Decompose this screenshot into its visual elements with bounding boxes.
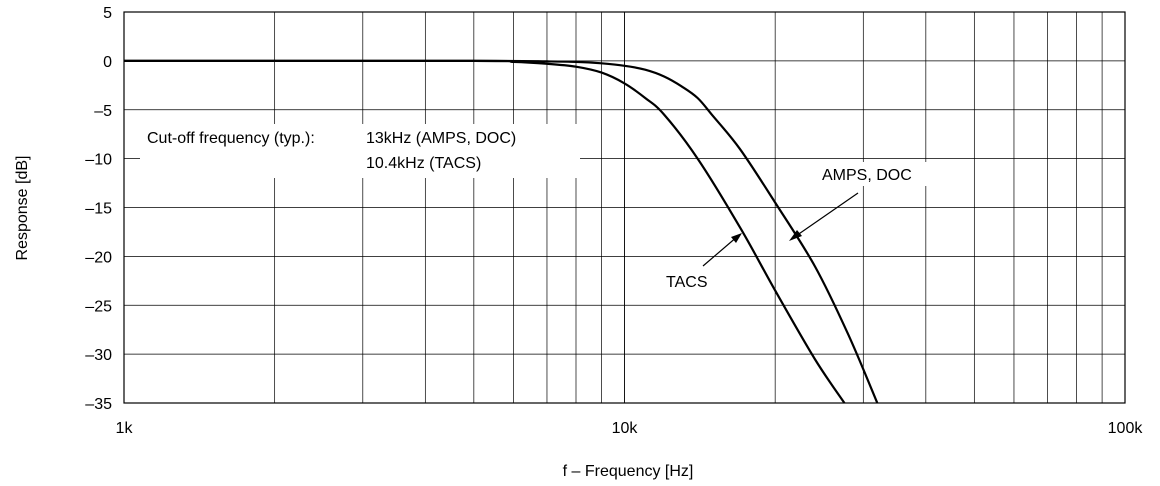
- x-tick-label: 1k: [116, 420, 134, 437]
- y-tick-label: –20: [85, 249, 112, 266]
- amps-label: AMPS, DOC: [822, 167, 912, 184]
- y-tick-label: –15: [85, 201, 112, 218]
- amps-doc-curve: [124, 61, 877, 403]
- y-tick-label: –10: [85, 152, 112, 169]
- cutoff-amps: 13kHz (AMPS, DOC): [366, 130, 516, 147]
- tacs-label: TACS: [666, 274, 707, 291]
- tacs-curve: [124, 61, 844, 403]
- curves: [124, 61, 877, 403]
- cutoff-tacs: 10.4kHz (TACS): [366, 155, 481, 172]
- y-tick-label: 0: [103, 54, 112, 71]
- x-tick-label: 10k: [612, 420, 639, 437]
- tacs-pointer: [703, 236, 738, 266]
- y-tick-label: –35: [85, 396, 112, 413]
- x-tick-label: 100k: [1108, 420, 1144, 437]
- y-tick-label: 5: [103, 5, 112, 22]
- x-axis-title: f – Frequency [Hz]: [563, 463, 694, 480]
- amps-pointer: [793, 193, 858, 238]
- y-tick-label: –5: [94, 103, 112, 120]
- grid: [124, 12, 1125, 403]
- y-tick-label: –25: [85, 298, 112, 315]
- y-axis-title: Response [dB]: [14, 156, 31, 261]
- tacs-arrowhead: [731, 233, 742, 243]
- y-tick-label: –30: [85, 347, 112, 364]
- cutoff-label: Cut-off frequency (typ.):: [147, 130, 315, 147]
